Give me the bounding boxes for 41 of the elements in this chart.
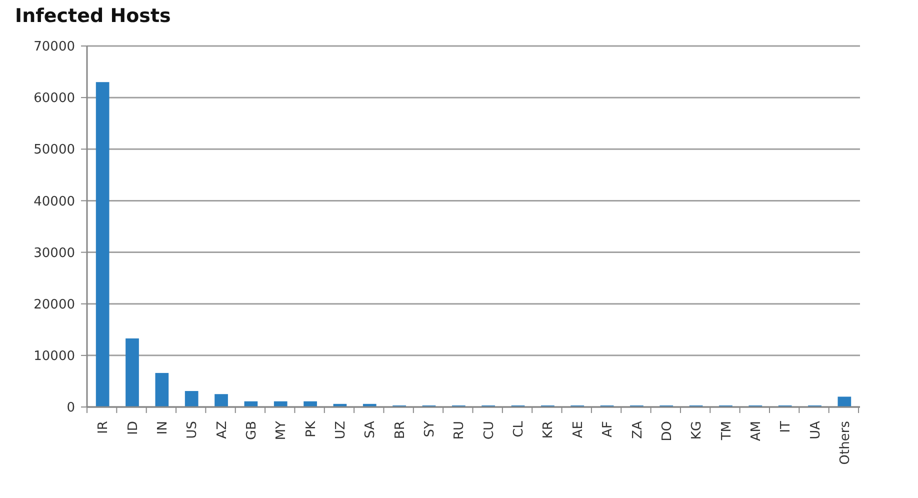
x-tick-label: ID — [126, 421, 141, 435]
bar — [214, 394, 228, 407]
x-tick-label: AZ — [214, 420, 230, 439]
x-tick-label: KG — [690, 421, 705, 440]
chart-title: Infected Hosts — [15, 5, 171, 27]
bar — [838, 396, 852, 407]
x-tick-label: RU — [452, 421, 468, 440]
bar — [126, 338, 139, 407]
bar — [155, 372, 169, 407]
x-tick-label: TM — [719, 421, 734, 442]
y-tick-label: 40000 — [34, 194, 75, 210]
x-tick-label: SY — [422, 420, 438, 438]
x-tick-label: AM — [748, 421, 764, 442]
y-tick-label: 30000 — [34, 246, 75, 261]
x-tick-label: AF — [600, 421, 616, 438]
x-tick-label: DO — [660, 421, 675, 442]
x-tick-label: MY — [274, 420, 290, 440]
x-tick-label: UZ — [334, 420, 349, 440]
y-tick-label: 70000 — [34, 40, 75, 55]
x-tick-label: PK — [304, 420, 319, 438]
x-tick-label: BR — [392, 421, 408, 439]
x-tick-label: IT — [778, 420, 794, 433]
x-tick-label: IN — [155, 421, 170, 435]
x-tick-label: CL — [512, 420, 527, 438]
y-tick-label: 0 — [66, 400, 75, 416]
x-tick-label: GB — [244, 421, 260, 440]
y-tick-label: 10000 — [34, 348, 75, 364]
bar — [96, 82, 110, 407]
y-tick-label: 50000 — [34, 142, 75, 158]
x-tick-label: US — [185, 421, 200, 439]
x-tick-label: KR — [541, 421, 556, 439]
x-tick-label: SA — [363, 420, 378, 438]
y-tick-label: 20000 — [34, 297, 75, 312]
y-tick-label: 60000 — [34, 91, 75, 106]
x-tick-label: Others — [838, 420, 853, 465]
x-tick-label: UA — [808, 420, 824, 440]
bar — [184, 391, 198, 407]
x-tick-label: ZA — [630, 420, 646, 439]
x-tick-label: AE — [570, 421, 586, 438]
x-tick-label: CU — [482, 421, 497, 440]
x-tick-label: IR — [96, 421, 112, 434]
